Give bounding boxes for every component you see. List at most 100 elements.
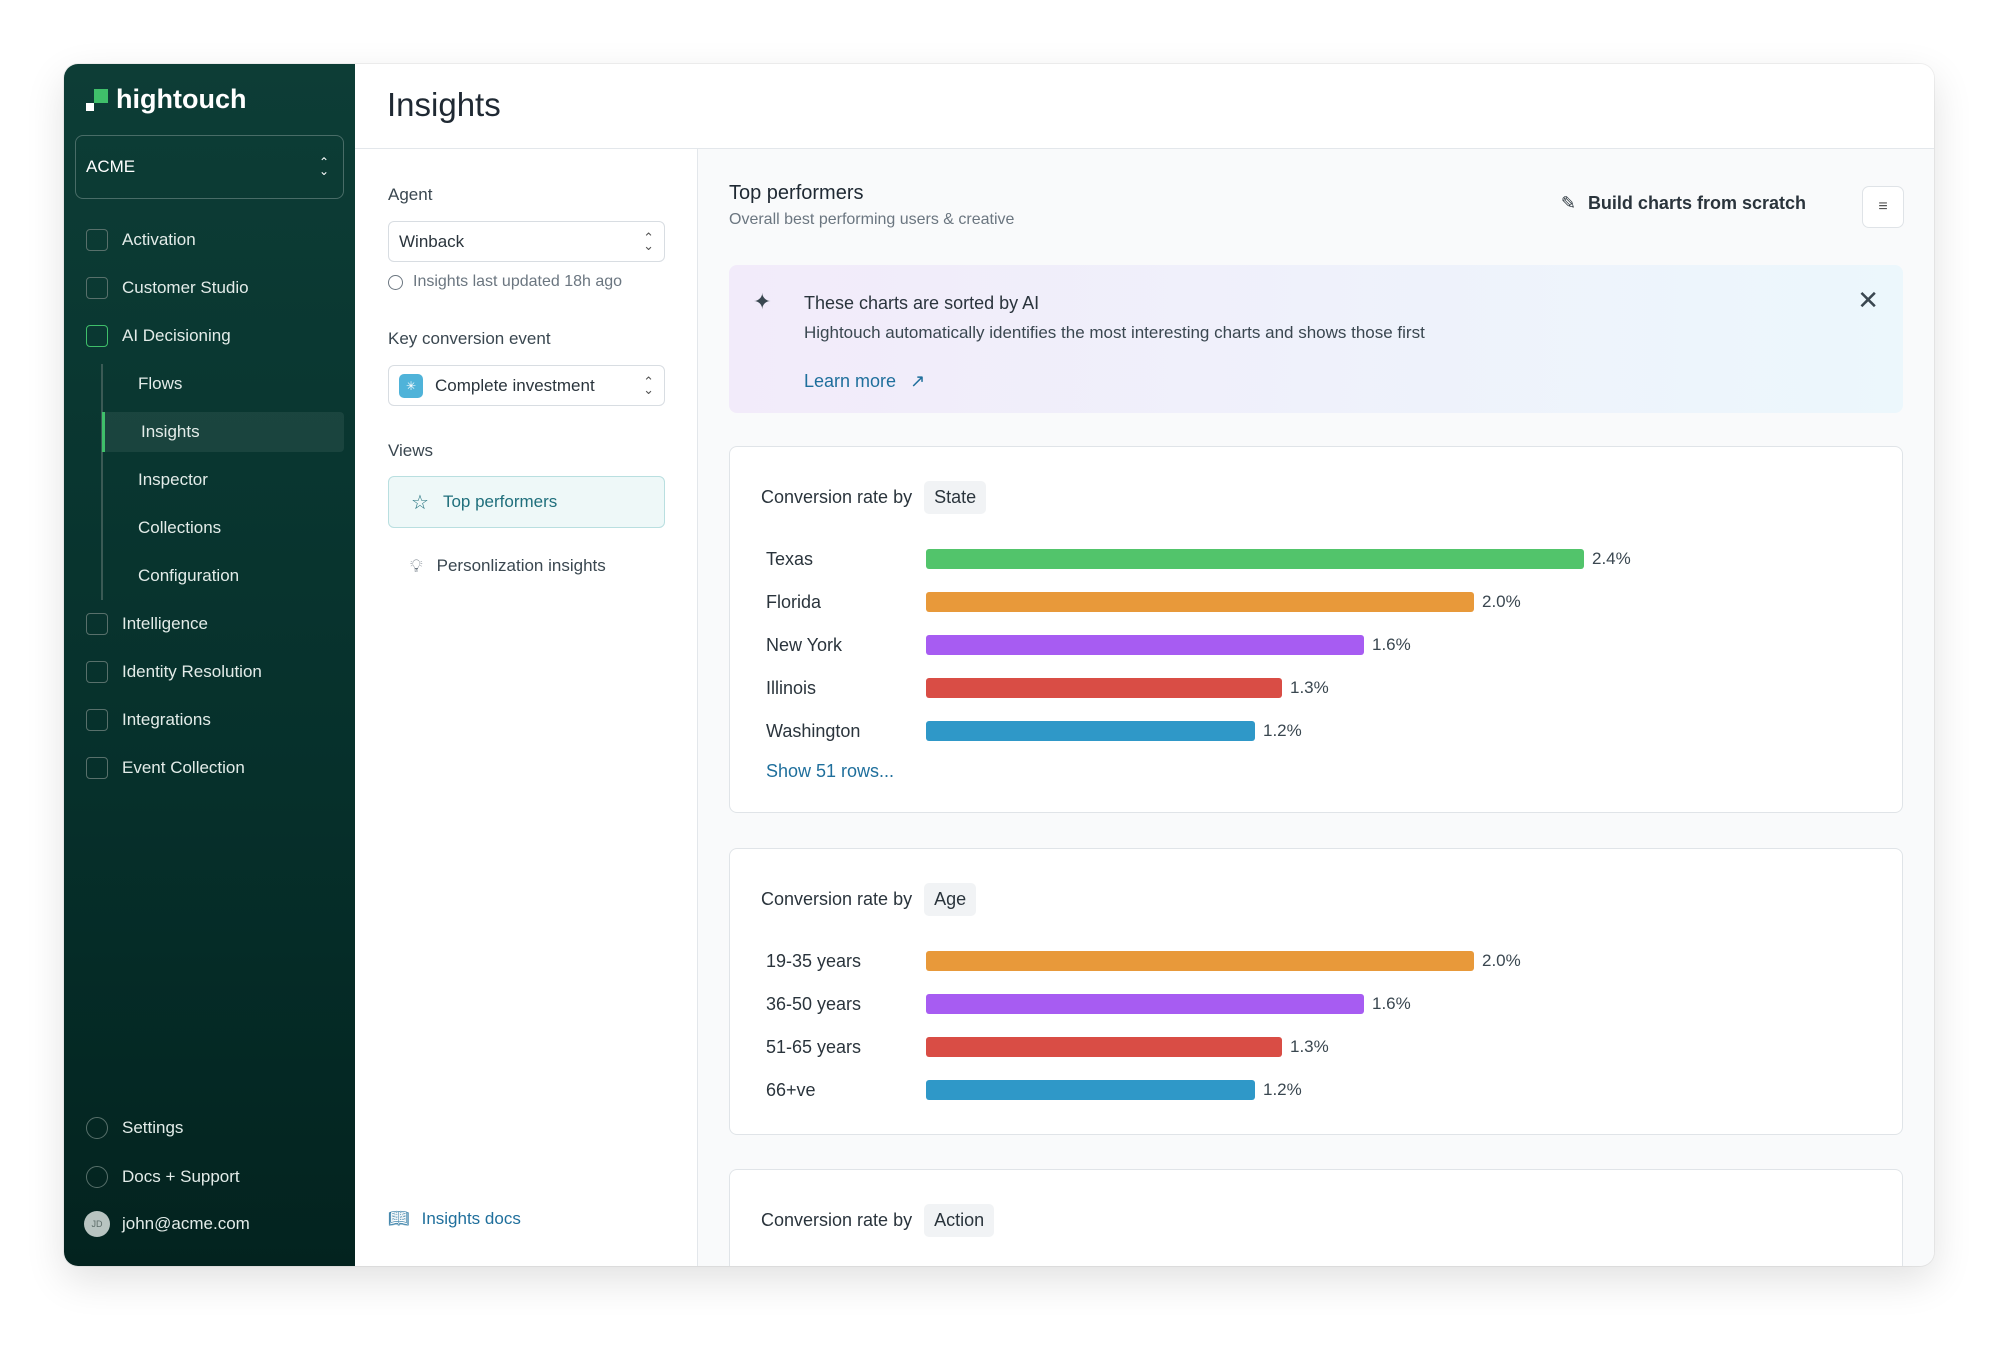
- conversion-value: Complete investment: [435, 375, 595, 395]
- bar-row: Texas 2.4%: [766, 544, 1631, 574]
- learn-more-label: Learn more: [804, 371, 897, 391]
- bar-label: Washington: [766, 720, 861, 741]
- sidebar-item-label: Integrations: [122, 710, 211, 729]
- book-icon: 📖︎: [388, 1209, 410, 1228]
- sidebar-item-integrations[interactable]: Integrations: [64, 700, 355, 740]
- avatar: JD: [84, 1211, 110, 1237]
- event-icon: ✳: [399, 373, 423, 398]
- sidebar-item-label: Configuration: [138, 566, 240, 585]
- agent-label: Agent: [388, 185, 433, 204]
- bar-row: 66+ve 1.2%: [766, 1075, 1302, 1105]
- build-label: Build charts from scratch: [1587, 193, 1806, 213]
- chevron-updown-icon: ⌃ ⌄: [318, 155, 329, 178]
- user-email: john@acme.com: [122, 1214, 250, 1233]
- sidebar-item-label: Inspector: [138, 470, 208, 489]
- build-charts-button[interactable]: ✎ Build charts from scratch: [1561, 193, 1806, 214]
- last-updated-text: Insights last updated 18h ago: [413, 273, 623, 290]
- logo[interactable]: hightouch: [86, 84, 246, 115]
- banner-text: Hightouch automatically identifies the m…: [804, 323, 1425, 342]
- dimension-chip[interactable]: State: [924, 481, 987, 514]
- bar-value: 1.2%: [1263, 721, 1302, 740]
- clock-icon: [388, 274, 403, 290]
- bar[interactable]: [926, 951, 1474, 971]
- page-header: Insights: [355, 64, 1934, 149]
- chart-title-prefix: Conversion rate by: [761, 889, 913, 909]
- bar-row: 51-65 years 1.3%: [766, 1032, 1329, 1062]
- bar[interactable]: [926, 1037, 1282, 1057]
- docs-label: Docs + Support: [122, 1167, 240, 1186]
- subnav-rail: [101, 364, 103, 600]
- ai-sorted-banner: ✦ These charts are sorted by AI Hightouc…: [729, 265, 1903, 413]
- section-title: Top performers: [729, 182, 864, 204]
- sidebar-item-identity-resolution[interactable]: Identity Resolution: [64, 652, 355, 692]
- activation-icon: [86, 229, 108, 251]
- lightbulb-icon: 💡︎: [410, 555, 423, 576]
- view-personalization-insights[interactable]: 💡︎ Personlization insights: [388, 540, 665, 592]
- workspace-name: ACME: [86, 157, 136, 176]
- integrations-icon: [86, 709, 108, 731]
- user-menu[interactable]: JD john@acme.com: [64, 1204, 355, 1244]
- chart-card-action: Conversion rate by Action: [729, 1169, 1903, 1266]
- dimension-chip[interactable]: Age: [924, 883, 977, 916]
- sidebar-item-event-collection[interactable]: Event Collection: [64, 748, 355, 788]
- show-more-rows-link[interactable]: Show 51 rows...: [766, 761, 895, 781]
- sidebar-item-ai-decisioning[interactable]: AI Decisioning: [64, 316, 355, 356]
- sidebar-item-flows[interactable]: Flows: [64, 364, 355, 404]
- bar[interactable]: [926, 678, 1282, 698]
- sidebar-item-docs[interactable]: Docs + Support: [64, 1157, 355, 1197]
- bar-value: 1.6%: [1372, 994, 1411, 1013]
- bar[interactable]: [926, 549, 1584, 569]
- help-icon: [86, 1166, 108, 1188]
- bar[interactable]: [926, 1080, 1255, 1100]
- sidebar-item-label: Collections: [138, 518, 222, 537]
- sidebar-item-inspector[interactable]: Inspector: [64, 460, 355, 500]
- workspace-selector[interactable]: ACME ⌃ ⌄: [75, 135, 344, 199]
- view-label: Personlization insights: [436, 556, 606, 575]
- bar-label: 66+ve: [766, 1079, 816, 1100]
- sidebar-item-collections[interactable]: Collections: [64, 508, 355, 548]
- sidebar-item-label: Activation: [122, 230, 196, 249]
- bar-label: Florida: [766, 591, 822, 612]
- sidebar-item-activation[interactable]: Activation: [64, 220, 355, 260]
- bar-value: 2.0%: [1482, 592, 1521, 611]
- chart-card-age: Conversion rate by Age 19-35 years 2.0% 36-5…: [729, 848, 1903, 1135]
- chart-title: Conversion rate by Age: [761, 883, 977, 916]
- sidebar-item-insights[interactable]: Insights: [102, 412, 344, 452]
- docs-link-label: Insights docs: [421, 1209, 521, 1228]
- sidebar-item-intelligence[interactable]: Intelligence: [64, 604, 355, 644]
- close-icon[interactable]: ✕: [1857, 285, 1879, 315]
- views-label: Views: [388, 441, 434, 460]
- sidebar-item-label: Flows: [138, 374, 183, 393]
- bar-value: 2.4%: [1592, 549, 1631, 568]
- filter-button[interactable]: ≡: [1862, 186, 1904, 228]
- sidebar-item-settings[interactable]: Settings: [64, 1108, 355, 1148]
- chart-title: Conversion rate by Action: [761, 1204, 995, 1237]
- bar[interactable]: [926, 592, 1474, 612]
- brand-name: hightouch: [116, 84, 247, 114]
- agent-select[interactable]: Winback ⌃ ⌄: [388, 221, 665, 262]
- conversion-event-select[interactable]: ✳ Complete investment ⌃ ⌄: [388, 365, 665, 406]
- sidebar-item-configuration[interactable]: Configuration: [64, 556, 355, 596]
- view-top-performers[interactable]: ☆ Top performers: [388, 476, 665, 528]
- main-content: Top performers Overall best performing u…: [698, 149, 1934, 1266]
- chevron-updown-icon: ⌃ ⌄: [643, 373, 654, 397]
- insights-docs-link[interactable]: 📖︎ Insights docs: [388, 1209, 521, 1229]
- bar[interactable]: [926, 721, 1255, 741]
- sidebar-item-label: Insights: [141, 422, 200, 441]
- star-icon: ☆: [411, 491, 429, 514]
- bar-row: 36-50 years 1.6%: [766, 989, 1411, 1019]
- bar[interactable]: [926, 994, 1364, 1014]
- insights-panel: Agent Winback ⌃ ⌄ Insights last updated 18…: [355, 149, 698, 1266]
- bar-label: 36-50 years: [766, 993, 862, 1014]
- bar-row: Florida 2.0%: [766, 587, 1521, 617]
- conversion-label: Key conversion event: [388, 329, 551, 348]
- hightouch-logo-icon: [86, 88, 108, 111]
- agent-value: Winback: [399, 231, 465, 251]
- dimension-chip[interactable]: Action: [924, 1204, 995, 1237]
- sidebar-item-label: AI Decisioning: [122, 326, 231, 345]
- sparkles-icon: ✦: [753, 289, 772, 314]
- sidebar-item-customer-studio[interactable]: Customer Studio: [64, 268, 355, 308]
- learn-more-link[interactable]: Learn more ↗: [804, 371, 925, 392]
- intelligence-icon: [86, 613, 108, 635]
- bar[interactable]: [926, 635, 1364, 655]
